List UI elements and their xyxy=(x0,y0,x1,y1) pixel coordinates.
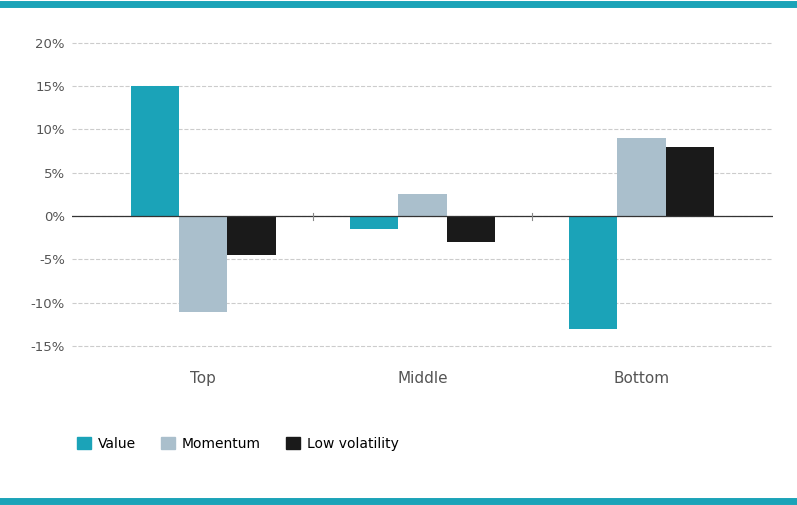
Bar xyxy=(398,194,446,216)
Bar xyxy=(227,216,276,255)
Bar xyxy=(569,216,618,329)
Bar xyxy=(131,86,179,216)
Bar xyxy=(350,216,398,229)
Bar xyxy=(446,216,495,242)
Bar xyxy=(618,138,665,216)
Bar xyxy=(665,147,714,216)
Legend: Value, Momentum, Low volatility: Value, Momentum, Low volatility xyxy=(72,431,404,457)
Bar xyxy=(179,216,227,312)
